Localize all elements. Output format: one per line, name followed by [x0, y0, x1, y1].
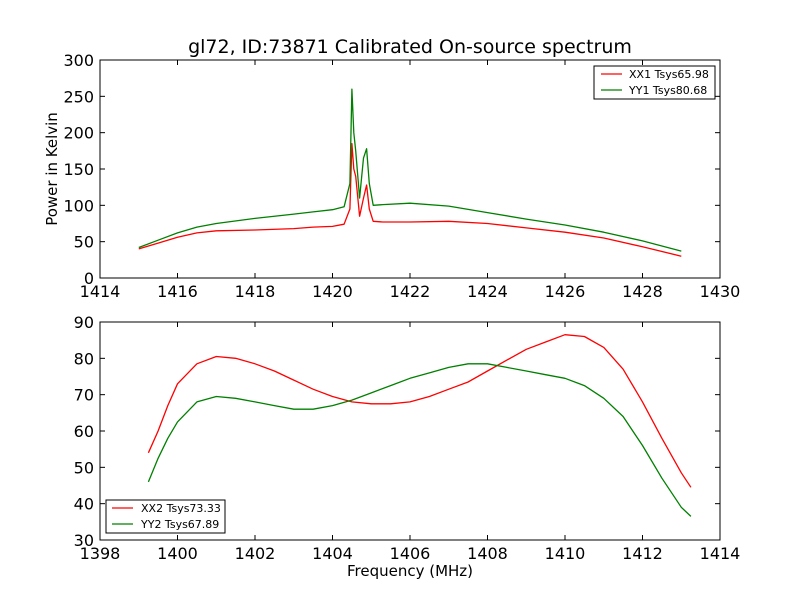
bottom-xtick-label: 1408: [467, 544, 508, 563]
bottom-plot-frame: [99, 321, 721, 541]
top-plot-frame: [99, 59, 721, 279]
bottom-legend-box: [105, 499, 226, 534]
bottom-ytick-label: 90: [74, 313, 94, 332]
bottom-xtick-label: 1410: [545, 544, 586, 563]
bottom-series-line-2: [147, 363, 692, 517]
top-ytick-label: 200: [63, 124, 94, 143]
bottom-xtick-label: 1406: [390, 544, 431, 563]
top-ytick-label: 0: [84, 269, 94, 288]
top-series-group: [138, 88, 682, 257]
bottom-legend: XX2 Tsys73.33 YY2 Tsys67.89: [105, 499, 226, 534]
bottom-ytick-label: 70: [74, 386, 94, 405]
top-xtick-label: 1416: [157, 282, 198, 301]
top-ytick-label: 300: [63, 51, 94, 70]
top-ytick-label: 150: [63, 160, 94, 179]
top-xtick-label: 1424: [467, 282, 508, 301]
top-legend-label-xx1: XX1 Tsys65.98: [629, 68, 709, 81]
top-chart-title: gl72, ID:73871 Calibrated On-source spec…: [188, 36, 632, 58]
top-ytick-label: 100: [63, 196, 94, 215]
bottom-xtick-label: 1412: [622, 544, 663, 563]
bottom-ytick-label: 60: [74, 422, 94, 441]
top-tick-group: 1414 1416 1418 1420 1422 1424 1426 1428 1430 0 50 1…: [63, 51, 740, 301]
top-xtick-label: 1426: [545, 282, 586, 301]
top-legend: XX1 Tsys65.98 YY1 Tsys80.68: [593, 65, 716, 100]
bottom-series-group: [147, 334, 692, 517]
bottom-xtick-label: 1414: [700, 544, 741, 563]
top-ytick-label: 50: [74, 233, 94, 252]
top-xtick-label: 1414: [80, 282, 121, 301]
bottom-ytick-label: 80: [74, 349, 94, 368]
bottom-series-line-1: [147, 334, 692, 488]
top-chart-ylabel: Power in Kelvin: [43, 112, 61, 226]
top-series-line-1: [138, 142, 682, 257]
top-ytick-label: 250: [63, 87, 94, 106]
top-xtick-label: 1422: [390, 282, 431, 301]
top-xtick-label: 1428: [622, 282, 663, 301]
top-xtick-label: 1430: [700, 282, 741, 301]
bottom-chart-xlabel: Frequency (MHz): [347, 562, 473, 580]
bottom-chart: Frequency (MHz) 1398 1400 1402 1404 1406 1408…: [74, 313, 741, 580]
top-series-line-2: [138, 88, 682, 252]
bottom-legend-label-xx2: XX2 Tsys73.33: [141, 502, 221, 515]
bottom-xtick-label: 1398: [80, 544, 121, 563]
top-chart: gl72, ID:73871 Calibrated On-source spec…: [43, 36, 740, 301]
bottom-ytick-label: 40: [74, 495, 94, 514]
bottom-xtick-label: 1402: [235, 544, 276, 563]
top-xtick-label: 1420: [312, 282, 353, 301]
bottom-xtick-label: 1400: [157, 544, 198, 563]
top-legend-box: [593, 65, 716, 100]
top-xtick-label: 1418: [235, 282, 276, 301]
bottom-ytick-label: 50: [74, 458, 94, 477]
bottom-legend-label-yy2: YY2 Tsys67.89: [140, 518, 219, 531]
bottom-tick-group: 1398 1400 1402 1404 1406 1408 1410 1412 1414 30 40…: [74, 313, 741, 563]
top-legend-label-yy1: YY1 Tsys80.68: [628, 84, 707, 97]
bottom-ytick-label: 30: [74, 531, 94, 550]
bottom-xtick-label: 1404: [312, 544, 353, 563]
